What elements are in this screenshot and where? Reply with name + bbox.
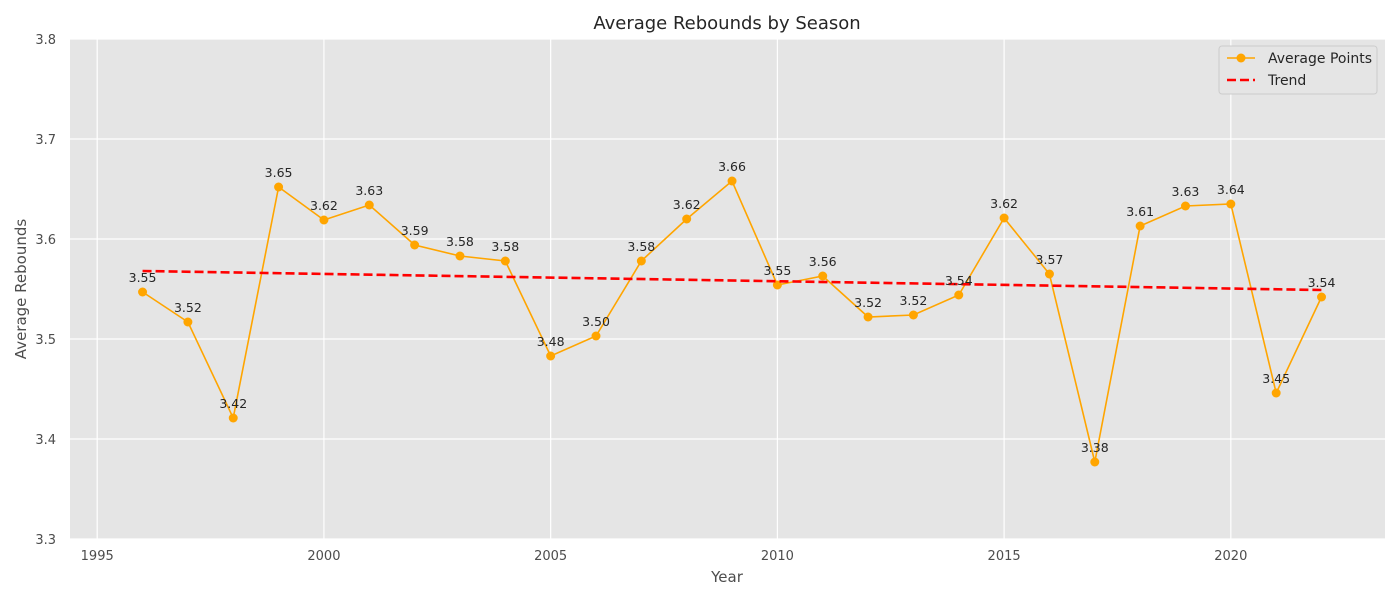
x-tick-label: 1995 [81,549,114,564]
data-label: 3.63 [355,183,383,198]
x-tick-labels: 1995 2000 2005 2010 2015 2020 [81,549,1248,564]
data-label: 3.62 [310,198,338,213]
data-point [818,271,828,281]
series-line-trend [142,269,1322,292]
data-point [319,215,329,225]
data-label: 3.59 [401,223,429,238]
data-point [1271,388,1281,398]
data-point [455,251,465,261]
data-point [1044,269,1054,279]
legend: Average Points Trend [1218,45,1378,95]
y-tick-label: 3.4 [35,433,56,448]
data-point [908,310,918,320]
y-tick-label: 3.8 [35,33,56,48]
data-point [228,413,238,423]
data-point [954,290,964,300]
x-tick-label: 2000 [307,549,340,564]
data-label: 3.61 [1126,204,1154,219]
data-label: 3.38 [1081,440,1109,455]
plot-background [70,39,1385,539]
data-point [591,331,601,341]
x-tick-label: 2010 [761,549,794,564]
data-point [138,287,148,297]
x-axis-title: Year [710,568,744,586]
data-point [274,182,284,192]
series-layer [138,176,1327,467]
data-label: 3.55 [129,270,157,285]
legend-box [1218,45,1378,95]
data-point [863,312,873,322]
x-tick-label: 2005 [534,549,567,564]
data-label: 3.54 [945,273,973,288]
data-labels-layer: 3.55 3.52 3.42 3.65 3.62 3.63 3.59 3.58 3.58 3.48… [129,159,1336,455]
data-label: 3.58 [491,239,519,254]
y-tick-label: 3.7 [35,133,56,148]
data-label: 3.56 [809,254,837,269]
data-label: 3.52 [854,295,882,310]
legend-label-trend: Trend [1267,73,1306,89]
data-label: 3.42 [219,396,247,411]
data-label: 3.63 [1172,184,1200,199]
data-point [546,351,556,361]
data-label: 3.50 [582,314,610,329]
legend-marker-average-points [1236,53,1246,63]
data-point [999,213,1009,223]
data-point [682,214,692,224]
x-tick-label: 2015 [988,549,1021,564]
x-tick-label: 2020 [1214,549,1247,564]
data-point [1317,292,1327,302]
data-point [410,240,420,250]
data-label: 3.48 [537,334,565,349]
data-label: 3.54 [1308,275,1336,290]
data-point [772,280,782,290]
y-tick-label: 3.6 [35,233,56,248]
chart-title: Average Rebounds by Season [593,13,860,34]
data-point [1135,221,1145,231]
data-point [1226,199,1236,209]
y-tick-labels: 3.3 3.4 3.5 3.6 3.7 3.8 [35,33,56,548]
data-label: 3.62 [990,196,1018,211]
data-point [1180,201,1190,211]
data-label: 3.66 [718,159,746,174]
data-point [636,256,646,266]
data-label: 3.52 [174,300,202,315]
data-label: 3.45 [1262,371,1290,386]
data-label: 3.55 [763,263,791,278]
data-label: 3.62 [673,197,701,212]
data-point [500,256,510,266]
data-label: 3.52 [899,293,927,308]
y-tick-label: 3.5 [35,333,56,348]
data-label: 3.58 [627,239,655,254]
data-point [364,200,374,210]
legend-label-average-points: Average Points [1268,51,1372,67]
data-point [183,317,193,327]
y-tick-label: 3.3 [35,533,56,548]
y-axis-title: Average Rebounds [12,219,30,360]
data-point [727,176,737,186]
data-label: 3.65 [265,165,293,180]
data-label: 3.64 [1217,182,1245,197]
data-label: 3.57 [1036,252,1064,267]
data-point [1090,457,1100,467]
data-label: 3.58 [446,234,474,249]
